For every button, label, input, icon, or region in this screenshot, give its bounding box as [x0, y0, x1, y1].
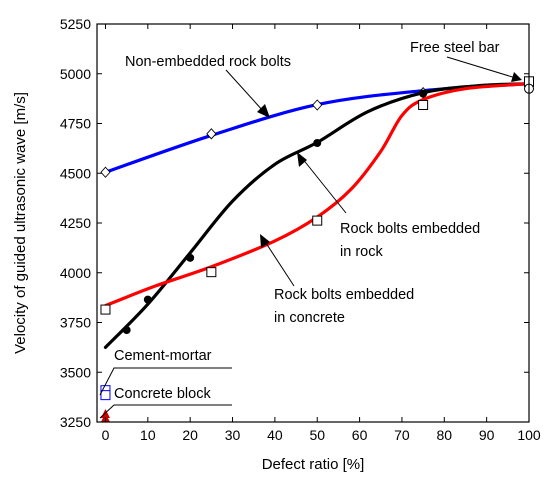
annotation-leaders	[99, 56, 520, 419]
x-tick-label: 0	[102, 427, 110, 443]
annotation-non-embedded: Non-embedded rock bolts	[125, 54, 291, 70]
leader-free-steel-bar	[446, 56, 520, 80]
arrowhead-embedded-concrete	[260, 234, 270, 248]
y-tick-label: 4750	[60, 116, 91, 132]
annotation-embedded-rock-line2: in rock	[340, 244, 383, 260]
plot-marks	[100, 76, 535, 423]
data-point-rock-bolts-embedded-in-concrete	[418, 99, 429, 110]
series-line-non-embedded-rock-bolts	[103, 82, 531, 174]
y-axis-label: Velocity of guided ultrasonic wave [m/s]	[12, 92, 29, 354]
leader-concrete-block	[99, 404, 232, 419]
data-point-rock-bolts-embedded-in-rock	[122, 326, 131, 335]
data-point-rock-bolts-embedded-in-rock	[186, 253, 195, 262]
data-point-rock-bolts-embedded-in-rock	[313, 139, 322, 148]
leader-non-embedded	[225, 69, 265, 113]
y-tick-label: 5250	[60, 16, 91, 32]
x-tick-label: 30	[225, 427, 241, 443]
x-tick-label: 60	[352, 427, 368, 443]
data-point-cement-mortar	[100, 390, 111, 401]
annotation-arrowheads	[257, 72, 522, 248]
arrowhead-non-embedded	[257, 104, 270, 118]
annotation-embedded-concrete-line2: in concrete	[274, 310, 345, 326]
arrowhead-free-steel-bar	[511, 72, 522, 82]
leader-cement-mortar	[99, 367, 232, 396]
annotation-embedded-rock-line1: Rock bolts embedded	[340, 221, 480, 237]
x-tick-label: 40	[267, 427, 283, 443]
y-tick-label: 4000	[60, 265, 91, 281]
data-point-rock-bolts-embedded-in-concrete	[100, 304, 111, 315]
leader-embedded-rock	[301, 157, 347, 214]
tick-labels: 0 10 20 30 40 50 60 70 80 90 100 3250 3500 3750 4000 42…	[60, 16, 541, 443]
y-tick-label: 4250	[60, 215, 91, 231]
arrowhead-embedded-rock	[297, 152, 307, 167]
y-tick-label: 3500	[60, 364, 91, 380]
data-point-non-embedded-rock-bolts	[100, 166, 111, 178]
annotation-concrete-block: Concrete block	[114, 386, 211, 402]
series-line-rock-bolts-embedded-in-concrete	[103, 82, 531, 308]
y-tick-label: 3250	[60, 414, 91, 430]
x-tick-label: 50	[309, 427, 325, 443]
data-point-rock-bolts-embedded-in-rock	[419, 89, 428, 98]
x-tick-label: 100	[517, 427, 541, 443]
x-tick-label: 90	[479, 427, 495, 443]
data-point-rock-bolts-embedded-in-concrete	[312, 215, 323, 226]
x-tick-label: 80	[437, 427, 453, 443]
x-tick-label: 20	[182, 427, 198, 443]
x-axis-label: Defect ratio [%]	[262, 456, 365, 473]
annotation-free-steel-bar: Free steel bar	[410, 40, 500, 56]
x-tick-label: 70	[394, 427, 410, 443]
data-point-rock-bolts-embedded-in-rock	[143, 295, 152, 304]
data-point-non-embedded-rock-bolts	[206, 128, 217, 140]
data-point-rock-bolts-embedded-in-concrete	[206, 267, 217, 278]
annotation-embedded-concrete-line1: Rock bolts embedded	[274, 287, 414, 303]
data-point-non-embedded-rock-bolts	[312, 99, 323, 111]
leader-embedded-concrete	[263, 239, 295, 287]
x-tick-label: 10	[140, 427, 156, 443]
y-tick-label: 3750	[60, 315, 91, 331]
annotation-cement-mortar: Cement-mortar	[114, 348, 212, 364]
y-tick-label: 4500	[60, 165, 91, 181]
y-tick-label: 5000	[60, 66, 91, 82]
